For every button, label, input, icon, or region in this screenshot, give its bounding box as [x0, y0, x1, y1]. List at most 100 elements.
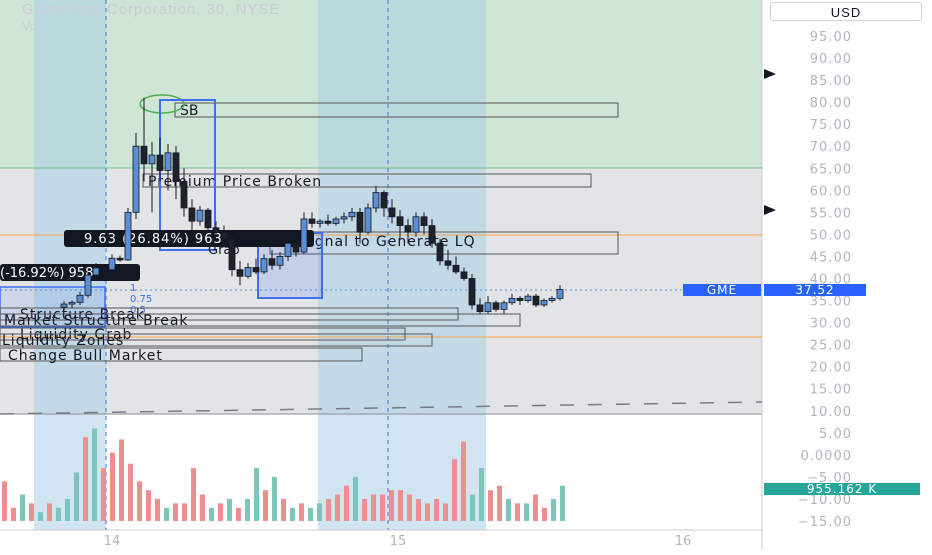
last-price-tag[interactable]: 37.52: [764, 284, 866, 296]
candle[interactable]: [84, 271, 92, 298]
volume-bar[interactable]: [416, 498, 421, 521]
candle[interactable]: [292, 238, 300, 257]
volume-bar[interactable]: [155, 498, 160, 521]
volume-bar[interactable]: [380, 494, 385, 521]
volume-bar[interactable]: [245, 498, 250, 521]
volume-bar[interactable]: [344, 485, 349, 521]
candle[interactable]: [180, 168, 188, 217]
volume-bar[interactable]: [110, 452, 115, 521]
candle[interactable]: [364, 203, 372, 235]
volume-bar[interactable]: [146, 490, 151, 521]
volume-bar[interactable]: [308, 507, 313, 521]
candle[interactable]: [532, 293, 540, 308]
candle[interactable]: [524, 293, 532, 303]
volume-bar[interactable]: [398, 490, 403, 521]
volume-bar[interactable]: [47, 503, 52, 521]
candle[interactable]: [268, 249, 276, 270]
time-axis[interactable]: 14 15 16: [104, 534, 692, 549]
volume-bar[interactable]: [227, 498, 232, 521]
candle[interactable]: [156, 137, 164, 182]
candle[interactable]: [372, 185, 380, 213]
volume-bar[interactable]: [551, 498, 556, 521]
price-marker-icon[interactable]: [764, 205, 776, 215]
volume-bar[interactable]: [83, 437, 88, 521]
price-axis[interactable]: 95.00 90.00 85.00 80.00 75.00 70.00 65.00 60.00…: [798, 30, 852, 530]
volume-bar[interactable]: [515, 503, 520, 521]
volume-bar[interactable]: [74, 472, 79, 522]
candle[interactable]: [420, 212, 428, 235]
candle[interactable]: [332, 216, 340, 226]
candle[interactable]: [516, 296, 524, 305]
candle[interactable]: [204, 207, 212, 233]
candle[interactable]: [500, 300, 508, 314]
candle[interactable]: [164, 144, 172, 191]
volume-bar[interactable]: [542, 507, 547, 521]
volume-value-tag[interactable]: 955.162 K: [764, 483, 920, 495]
volume-bar[interactable]: [38, 512, 43, 521]
volume-bar[interactable]: [173, 503, 178, 521]
volume-bar[interactable]: [164, 507, 169, 521]
volume-bar[interactable]: [218, 503, 223, 521]
candle[interactable]: [412, 212, 420, 237]
volume-bar[interactable]: [128, 463, 133, 521]
volume-bar[interactable]: [290, 507, 295, 521]
premium-box[interactable]: [142, 173, 592, 188]
candle[interactable]: [380, 190, 388, 217]
candle[interactable]: [260, 254, 268, 275]
volume-bar[interactable]: [65, 498, 70, 521]
volume-bar[interactable]: [470, 494, 475, 521]
volume-bar[interactable]: [272, 476, 277, 521]
volume-bar[interactable]: [263, 490, 268, 521]
candle[interactable]: [276, 252, 284, 270]
liquidity-zones-box[interactable]: [0, 333, 433, 347]
volume-bar[interactable]: [362, 498, 367, 521]
candle[interactable]: [484, 296, 492, 314]
candle[interactable]: [452, 256, 460, 275]
candle[interactable]: [92, 263, 100, 278]
volume-bar[interactable]: [200, 494, 205, 521]
candle[interactable]: [508, 293, 516, 305]
change-bull-box[interactable]: [0, 347, 363, 362]
candle[interactable]: [108, 254, 116, 272]
candle[interactable]: [324, 214, 332, 226]
volume-bar[interactable]: [317, 503, 322, 521]
volume-bar[interactable]: [2, 481, 7, 521]
volume-bar[interactable]: [479, 468, 484, 521]
volume-bar[interactable]: [281, 498, 286, 521]
candle[interactable]: [252, 258, 260, 275]
candle[interactable]: [428, 218, 436, 248]
volume-bar[interactable]: [236, 507, 241, 521]
volume-bar[interactable]: [182, 503, 187, 521]
candle[interactable]: [460, 267, 468, 281]
candle[interactable]: [100, 264, 108, 273]
candle[interactable]: [212, 221, 220, 237]
candle[interactable]: [124, 207, 132, 261]
candle[interactable]: [244, 263, 252, 279]
candle[interactable]: [188, 199, 196, 230]
volume-bar[interactable]: [137, 481, 142, 521]
volume-bar[interactable]: [560, 485, 565, 521]
candle[interactable]: [60, 301, 68, 311]
volume-bar[interactable]: [353, 476, 358, 521]
candle[interactable]: [476, 298, 484, 314]
candle[interactable]: [308, 212, 316, 228]
volume-bar[interactable]: [29, 503, 34, 521]
candle[interactable]: [548, 296, 556, 303]
volume-bar[interactable]: [461, 441, 466, 521]
volume-bar[interactable]: [101, 468, 106, 521]
volume-bar[interactable]: [506, 498, 511, 521]
volume-bar[interactable]: [434, 498, 439, 521]
volume-bar[interactable]: [524, 503, 529, 521]
candle[interactable]: [556, 285, 564, 301]
candle[interactable]: [444, 249, 452, 270]
symbol-title[interactable]: GameStop Corporation, 30, NYSE: [22, 1, 281, 18]
candle[interactable]: [140, 97, 148, 182]
volume-bar[interactable]: [488, 490, 493, 521]
volume-bar[interactable]: [326, 498, 331, 521]
volume-bar[interactable]: [335, 494, 340, 521]
volume-bar[interactable]: [299, 503, 304, 521]
alert-marker-icon[interactable]: [764, 69, 776, 79]
volume-bar[interactable]: [443, 503, 448, 521]
volume-bar[interactable]: [56, 507, 61, 521]
